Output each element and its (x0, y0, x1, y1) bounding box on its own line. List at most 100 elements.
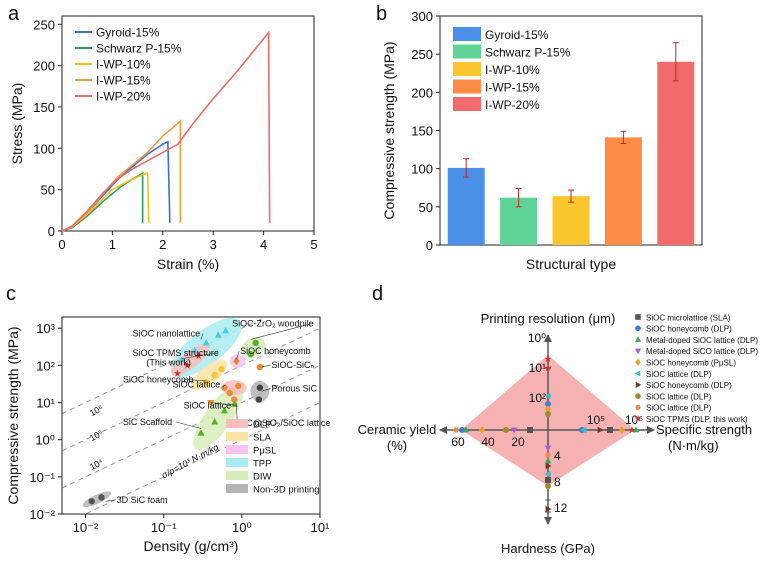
y-tick-label: 250 (411, 47, 433, 62)
data-point (220, 406, 229, 414)
tick-label-top: 10⁰ (528, 331, 546, 345)
data-point (211, 371, 218, 379)
legend-swatch (453, 79, 481, 94)
data-point (183, 361, 192, 369)
legend-label: Gyroid-15% (96, 26, 160, 40)
y-tick-label: 200 (33, 59, 55, 74)
radar-point (453, 427, 459, 433)
y-tick-label: 10³ (36, 321, 55, 336)
data-point (221, 384, 228, 391)
annotation-leader (105, 499, 116, 502)
legend-marker (635, 381, 642, 388)
plot-frame (61, 15, 315, 232)
guide-line (62, 317, 267, 415)
tick-label-right: 10⁶ (625, 413, 643, 427)
legend-swatch (453, 62, 481, 76)
axis-arrow (544, 517, 552, 525)
legend-marker (635, 404, 641, 410)
annotation-leader (221, 384, 226, 388)
panel-label-a: a (8, 3, 20, 25)
x-axis-label: Strain (%) (157, 256, 219, 272)
data-point (207, 399, 215, 407)
legend-marker (634, 370, 641, 377)
plot-area (62, 317, 320, 514)
radar-point (503, 427, 509, 433)
legend-label: SLA (253, 433, 272, 444)
guide-line (84, 402, 320, 514)
guide-caption: σ/ρ=10³ N·m/kg (160, 442, 220, 480)
legend-marker (635, 325, 641, 332)
legend-marker (635, 314, 641, 320)
legend-marker (634, 336, 642, 342)
data-point (256, 363, 264, 371)
annotation-leader (250, 323, 312, 340)
material-region (171, 344, 210, 376)
annotation-label: SiOC honeycomb (240, 346, 311, 356)
annotation-label: SiOC-ZrO₂ woodpile (232, 319, 314, 329)
x-tick-label: 1 (109, 237, 116, 252)
radar-point (544, 364, 552, 372)
material-region (193, 384, 244, 451)
tick-label-left: 40 (481, 435, 495, 449)
x-axis-label: Density (g/cm³) (144, 538, 239, 554)
tick-label-left: 60 (451, 435, 465, 449)
legend-marker (634, 348, 642, 355)
data-point (256, 384, 264, 391)
annotation-leader (210, 402, 237, 406)
legend-swatch (226, 432, 248, 441)
annotation-leader (175, 421, 202, 429)
data-point (255, 396, 263, 403)
legend-label: I-WP-15% (485, 81, 540, 95)
legend-marker (635, 393, 641, 399)
radar-point (619, 426, 625, 434)
bar (604, 137, 642, 245)
legend-swatch (453, 97, 481, 111)
data-point (191, 346, 199, 354)
y-tick-label: 250 (33, 17, 55, 32)
data-point (173, 369, 182, 377)
radar-point (544, 355, 552, 363)
legend-label: Non-3D printing (253, 485, 320, 496)
legend-label: SiOC microlattice (SLA) (646, 313, 731, 322)
plot-frame (61, 316, 321, 515)
tick-label-top: 10¹ (529, 361, 546, 375)
y-tick-label: 300 (411, 9, 433, 24)
annotation-label: SiOC lattice (184, 400, 232, 410)
legend-label: SiOC lattice (DLP) (646, 404, 712, 413)
radar-point (580, 426, 587, 434)
radar-point (545, 462, 552, 470)
y-tick-label: 10² (36, 358, 55, 373)
tick-label-top: 10² (529, 391, 546, 405)
legend-label: Metal-doped SiCO lattice (DLP) (646, 347, 758, 356)
tick-label-bottom: 4 (554, 449, 561, 463)
y-tick-label: 0 (48, 224, 55, 239)
legend-swatch (453, 27, 481, 41)
annotation-leader (236, 351, 240, 361)
axis-title-left-unit: (%) (387, 438, 407, 453)
chart-d-radar: Printing resolution (μm) Hardness (GPa) Sp… (358, 311, 759, 556)
legend-swatch (453, 44, 481, 59)
radar-point (544, 470, 551, 478)
legend-label: Schwarz P-15% (96, 42, 182, 56)
y-tick-label: 150 (33, 100, 55, 115)
legend-swatch (226, 458, 248, 467)
tick-label-bottom: 8 (554, 475, 561, 489)
series-line (61, 30, 271, 232)
radar-point (545, 477, 551, 483)
y-tick-label: 150 (411, 124, 433, 139)
legend-label: TPP (253, 459, 271, 470)
data-point (233, 356, 240, 366)
data-point (98, 494, 105, 501)
guide-line (62, 364, 320, 489)
x-tick-label: 2 (159, 237, 166, 252)
legend-label: I-WP-15% (96, 74, 151, 88)
annotation-label: SiOC lattice (173, 380, 221, 390)
annotation-label: SiC Scaffold (123, 417, 172, 427)
radar-point (544, 392, 551, 400)
y-tick-label: 100 (411, 162, 433, 177)
radar-point (545, 505, 552, 513)
axis-title-right-unit: (N·m/kg) (668, 438, 719, 453)
x-tick-label: 10¹ (311, 520, 330, 535)
